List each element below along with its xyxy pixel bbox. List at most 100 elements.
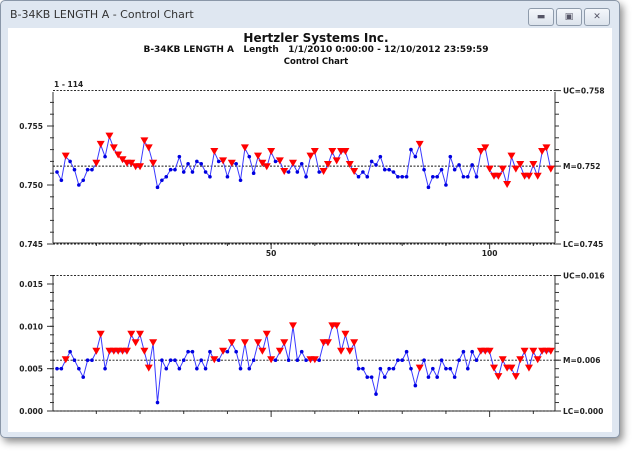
data-point (461, 174, 466, 179)
data-point (391, 366, 396, 371)
flagged-point (337, 347, 346, 355)
flagged-point (319, 168, 328, 176)
data-point (286, 358, 291, 362)
flagged-point (210, 356, 219, 364)
data-point (457, 358, 461, 362)
data-point (68, 349, 72, 354)
data-point (77, 366, 81, 371)
flagged-point (341, 147, 350, 155)
flagged-point (507, 152, 516, 160)
lower-control-limit-label: LC=0.000 (563, 407, 603, 416)
y-tick-label: 0.000 (19, 407, 43, 416)
data-point (356, 174, 361, 179)
data-point (435, 174, 439, 179)
data-point (365, 375, 370, 379)
flagged-point (529, 347, 538, 355)
y-tick-label: 0.745 (19, 240, 43, 249)
window-title: B-34KB LENGTH A - Control Chart (10, 8, 194, 21)
data-point (164, 174, 169, 179)
flagged-point (136, 163, 145, 171)
close-button[interactable]: ✕ (584, 8, 610, 26)
flagged-point (136, 330, 145, 338)
data-point (465, 366, 470, 371)
data-point (238, 178, 243, 183)
data-point (199, 161, 204, 166)
flagged-point (227, 159, 236, 167)
flagged-point (529, 160, 538, 168)
flagged-point (490, 364, 498, 372)
data-point (85, 358, 90, 362)
data-point (400, 174, 405, 179)
flagged-point (520, 347, 529, 355)
flagged-point (524, 364, 533, 372)
data-point (448, 366, 453, 371)
data-point (85, 167, 90, 172)
data-point (164, 366, 169, 371)
flagged-point (96, 140, 105, 148)
company-name: Hertzler Systems Inc. (243, 31, 388, 45)
data-point (452, 167, 457, 172)
data-point (72, 167, 77, 172)
data-point (361, 366, 365, 371)
flagged-point (92, 347, 101, 355)
center-line-label: M=0.006 (563, 356, 600, 365)
data-point (90, 358, 94, 362)
data-point (216, 358, 221, 362)
data-point (81, 178, 86, 183)
flagged-point (210, 147, 219, 155)
flagged-point (127, 159, 136, 167)
data-point (470, 163, 474, 167)
flagged-point (511, 165, 520, 173)
flagged-point (96, 330, 105, 338)
data-point (413, 383, 418, 388)
title-bar[interactable]: B-34KB LENGTH A - Control Chart ▬ ▣ ✕ (1, 1, 619, 29)
flagged-point (546, 347, 555, 355)
chart-background (8, 28, 612, 432)
data-point (181, 170, 186, 174)
data-point (409, 366, 413, 371)
flagged-point (323, 160, 332, 168)
data-point (251, 358, 256, 362)
data-point (295, 358, 300, 362)
center-line-label: M=0.752 (563, 162, 600, 171)
flagged-point (144, 364, 153, 372)
data-point (247, 366, 252, 371)
data-point (173, 358, 177, 362)
data-point (186, 161, 190, 166)
data-point (387, 167, 391, 172)
flagged-point (288, 322, 297, 330)
data-point (299, 349, 304, 354)
data-point (465, 174, 470, 179)
x-chart: 0.755 0.750 0.745 50 100 UC=0.758 M=0.752 LC=0.… (19, 87, 604, 258)
lower-control-limit-label: LC=0.745 (563, 240, 603, 249)
flagged-point (122, 347, 131, 355)
flagged-point (258, 159, 267, 167)
maximize-button[interactable]: ▣ (556, 8, 582, 26)
flagged-point (415, 140, 424, 148)
data-point (81, 375, 86, 379)
flagged-point (516, 356, 525, 364)
minimize-button[interactable]: ▬ (528, 8, 554, 26)
data-point (439, 358, 444, 362)
data-point (461, 349, 466, 354)
data-point (396, 358, 400, 362)
flagged-point (345, 160, 354, 168)
data-point (378, 154, 383, 159)
flagged-point (267, 147, 276, 155)
flagged-point (280, 339, 289, 347)
flagged-point (485, 165, 494, 173)
flagged-point (131, 339, 140, 347)
flagged-point (149, 339, 158, 347)
flagged-point (310, 147, 319, 155)
data-point (238, 366, 243, 371)
flagged-point (350, 168, 359, 176)
data-point (160, 358, 164, 362)
flagged-point (254, 339, 263, 347)
flagged-point (323, 339, 332, 347)
data-point (225, 174, 230, 179)
data-point (225, 349, 230, 354)
flagged-point (524, 172, 533, 180)
data-point (203, 366, 208, 371)
data-point (199, 358, 204, 362)
